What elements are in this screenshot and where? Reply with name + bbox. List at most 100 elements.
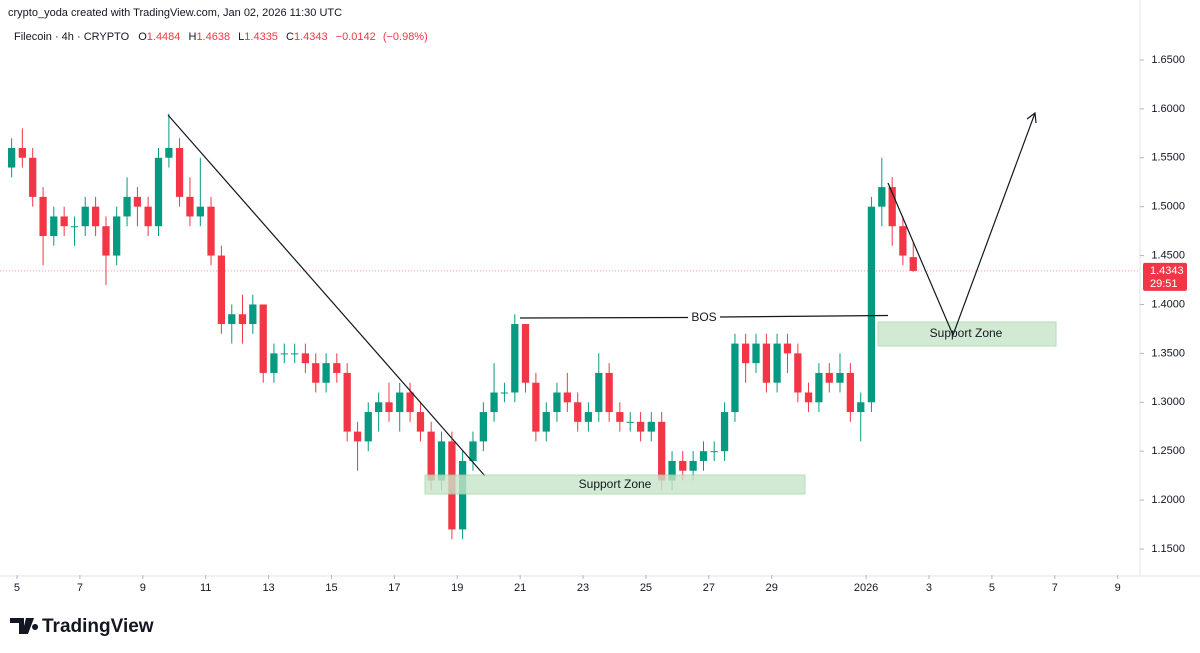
candle-body [899, 226, 907, 256]
candle-body [479, 412, 487, 442]
candle-body [542, 412, 550, 432]
bos-line [719, 314, 889, 318]
price-tag-price: 1.4343 [1150, 265, 1184, 277]
legend-h: H [188, 31, 196, 43]
candle-body [70, 226, 79, 228]
candle-body [647, 421, 655, 432]
candle-body [521, 324, 530, 383]
legend-l: L [238, 31, 244, 43]
support-zone [424, 474, 806, 495]
candle-body [406, 392, 414, 413]
x-tick-label: 7 [77, 582, 83, 594]
candle-body [794, 353, 802, 393]
legend-o: O [138, 31, 147, 43]
y-tick-label: 1.5000 [1151, 201, 1185, 213]
candle-body [165, 147, 173, 158]
candle-body [207, 206, 215, 256]
candle-body [762, 343, 771, 383]
y-tick-label: 1.1500 [1151, 543, 1185, 555]
arrow-head [1026, 111, 1037, 124]
legend-change-pct: (−0.98%) [383, 31, 428, 43]
candle-body [343, 372, 351, 432]
candle-body [91, 206, 100, 227]
axes: 1.1500 1.2000 1.2500 1.3000 1.3500 1.4000 1.45… [14, 54, 1185, 594]
x-tick-label: 2026 [854, 582, 878, 594]
brand-logo [10, 618, 39, 634]
candle-body [364, 412, 372, 442]
price-tag-box [1143, 262, 1187, 291]
y-tick-label: 1.3500 [1151, 347, 1185, 359]
candle-body [605, 372, 613, 413]
legend-open: 1.4484 [147, 31, 181, 43]
candle-body [658, 421, 666, 481]
candle-body [742, 343, 750, 364]
x-tick-label: 19 [451, 582, 463, 594]
y-tick-label: 1.6500 [1151, 54, 1185, 66]
candle-body [113, 216, 121, 256]
candle-body [385, 402, 393, 413]
x-tick-label: 27 [703, 582, 715, 594]
candle-body [29, 157, 37, 197]
legend-change: −0.0142 [336, 31, 376, 43]
candle-body [102, 226, 110, 256]
candle-body [50, 216, 58, 237]
candle-body [490, 392, 498, 413]
x-tick-label: 5 [14, 582, 20, 594]
x-tick-label: 5 [989, 582, 995, 594]
candle-body [301, 353, 309, 364]
candle-body [437, 441, 446, 481]
candle-body [752, 343, 760, 364]
candle-body [427, 431, 435, 481]
candle-body [154, 157, 163, 227]
x-tick-label: 11 [200, 582, 211, 594]
candle-body [270, 353, 278, 373]
y-tick-label: 1.4000 [1151, 298, 1185, 310]
candle-body [333, 363, 341, 373]
x-tick-label: 29 [766, 582, 778, 594]
candle-body [731, 343, 739, 413]
candle-body [175, 147, 184, 197]
candle-body [888, 187, 896, 227]
legend: Filecoin · 4h · CRYPTO O1.4484 H1.4638 L… [14, 31, 428, 43]
candle-body [186, 196, 194, 217]
price-tag-timer: 29:51 [1150, 278, 1178, 290]
candle-body [636, 421, 645, 432]
candle-body [563, 392, 571, 403]
candle-body [679, 460, 687, 471]
candle-body [626, 421, 634, 423]
candle-body [867, 206, 876, 403]
candle-body [228, 314, 236, 325]
bos-line [519, 316, 689, 319]
candle-body [312, 363, 320, 383]
candle-body [416, 412, 425, 432]
y-tick-label: 1.2000 [1151, 494, 1185, 506]
x-tick-label: 3 [926, 582, 932, 594]
candle-body [375, 402, 383, 413]
legend-low: 1.4335 [244, 31, 278, 43]
drawings: Support Zone Support Zone BOS [167, 111, 1057, 495]
candle-body [878, 187, 886, 207]
brand-name: TradingView [42, 616, 154, 637]
candle-body [857, 402, 865, 413]
candle-body [18, 147, 26, 158]
candle-body [783, 343, 792, 354]
candle-body [123, 196, 131, 217]
candle-body [699, 451, 708, 461]
candle-body [668, 460, 676, 481]
candle-body [574, 402, 582, 422]
y-tick-label: 1.4500 [1151, 249, 1185, 261]
x-tick-label: 25 [640, 582, 652, 594]
candle-body [39, 196, 47, 237]
support-zone-label: Support Zone [930, 326, 1003, 340]
header: crypto_yoda created with TradingView.com… [8, 7, 342, 19]
candle-body [249, 304, 257, 325]
y-tick-label: 1.3000 [1151, 396, 1185, 408]
candle-body [396, 392, 404, 413]
x-tick-label: 15 [325, 582, 337, 594]
support-zone [877, 321, 1057, 347]
candle-body [291, 353, 299, 355]
candle-body [280, 353, 288, 355]
bos-label: BOS [691, 310, 716, 324]
